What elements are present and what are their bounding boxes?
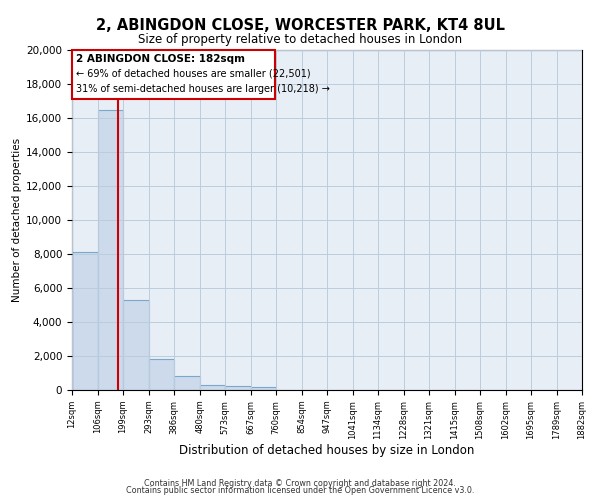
FancyBboxPatch shape [72, 50, 275, 100]
Bar [149, 360, 174, 390]
Bar [251, 386, 276, 390]
Bar [174, 376, 200, 390]
Text: Contains HM Land Registry data © Crown copyright and database right 2024.: Contains HM Land Registry data © Crown c… [144, 478, 456, 488]
Text: ← 69% of detached houses are smaller (22,501): ← 69% of detached houses are smaller (22… [76, 69, 311, 79]
Bar [123, 300, 149, 390]
Text: 31% of semi-detached houses are larger (10,218) →: 31% of semi-detached houses are larger (… [76, 84, 330, 94]
Y-axis label: Number of detached properties: Number of detached properties [12, 138, 22, 302]
Bar [225, 386, 251, 390]
Bar [98, 110, 123, 390]
Text: Size of property relative to detached houses in London: Size of property relative to detached ho… [138, 32, 462, 46]
Text: 2, ABINGDON CLOSE, WORCESTER PARK, KT4 8UL: 2, ABINGDON CLOSE, WORCESTER PARK, KT4 8… [95, 18, 505, 32]
Text: Contains public sector information licensed under the Open Government Licence v3: Contains public sector information licen… [126, 486, 474, 495]
Text: 2 ABINGDON CLOSE: 182sqm: 2 ABINGDON CLOSE: 182sqm [76, 54, 245, 64]
Bar [72, 252, 98, 390]
X-axis label: Distribution of detached houses by size in London: Distribution of detached houses by size … [179, 444, 475, 458]
Bar [200, 385, 225, 390]
